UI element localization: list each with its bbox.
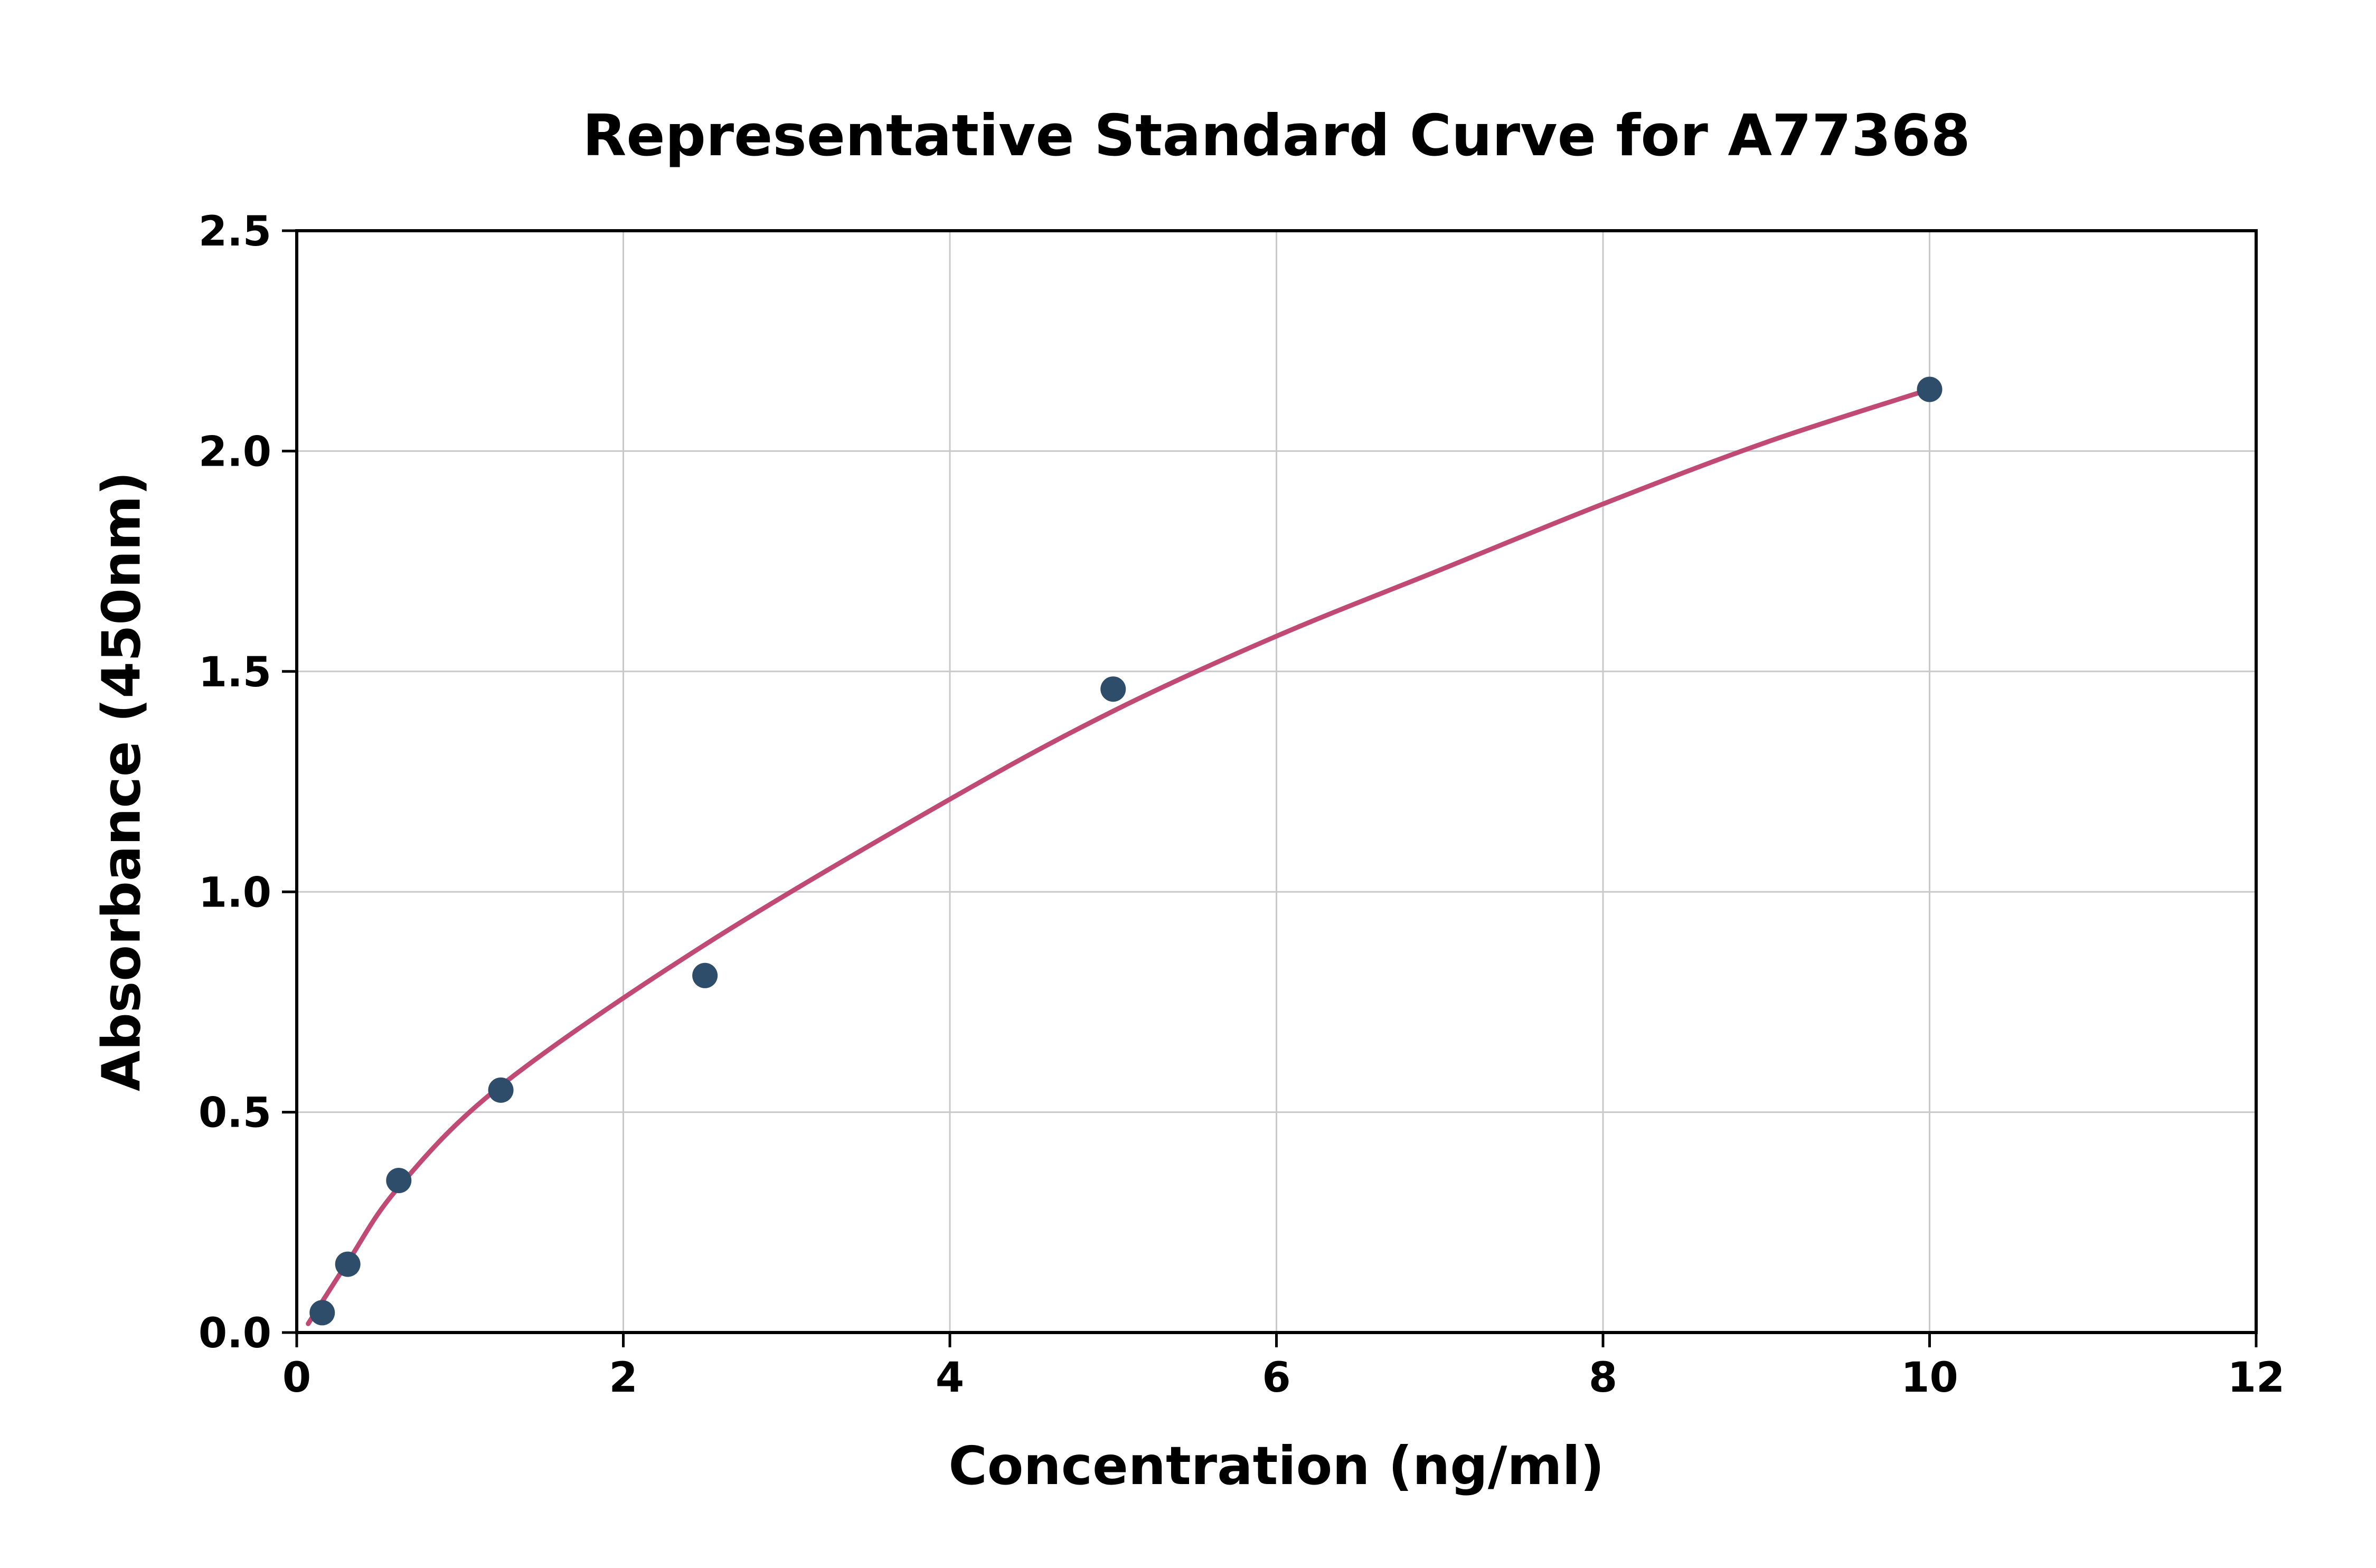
y-tick-label: 1.5 (199, 649, 271, 696)
y-tick-label: 0.0 (199, 1310, 271, 1357)
x-tick-label: 4 (936, 1354, 964, 1402)
x-tick-label: 2 (609, 1354, 637, 1402)
data-point (692, 962, 718, 988)
x-tick-label: 10 (1901, 1354, 1958, 1402)
fit-curve (306, 387, 1932, 1326)
y-tick-label: 1.0 (199, 869, 271, 917)
data-point (488, 1077, 514, 1103)
chart-title: Representative Standard Curve for A77368 (582, 103, 1970, 169)
x-tick-label: 8 (1589, 1354, 1617, 1402)
x-tick-label: 6 (1262, 1354, 1290, 1402)
y-tick-label: 2.5 (199, 208, 271, 256)
x-tick-label: 0 (282, 1354, 311, 1402)
data-point (1100, 676, 1126, 702)
axes-border (295, 229, 2258, 1334)
y-tick-label: 0.5 (199, 1090, 271, 1137)
data-point (1917, 376, 1943, 402)
data-point (386, 1167, 412, 1193)
data-point (335, 1251, 361, 1277)
data-point (309, 1300, 335, 1326)
x-axis-label: Concentration (ng/ml) (948, 1435, 1605, 1497)
x-tick-label: 12 (2228, 1354, 2285, 1402)
y-tick-label: 2.0 (199, 428, 271, 476)
